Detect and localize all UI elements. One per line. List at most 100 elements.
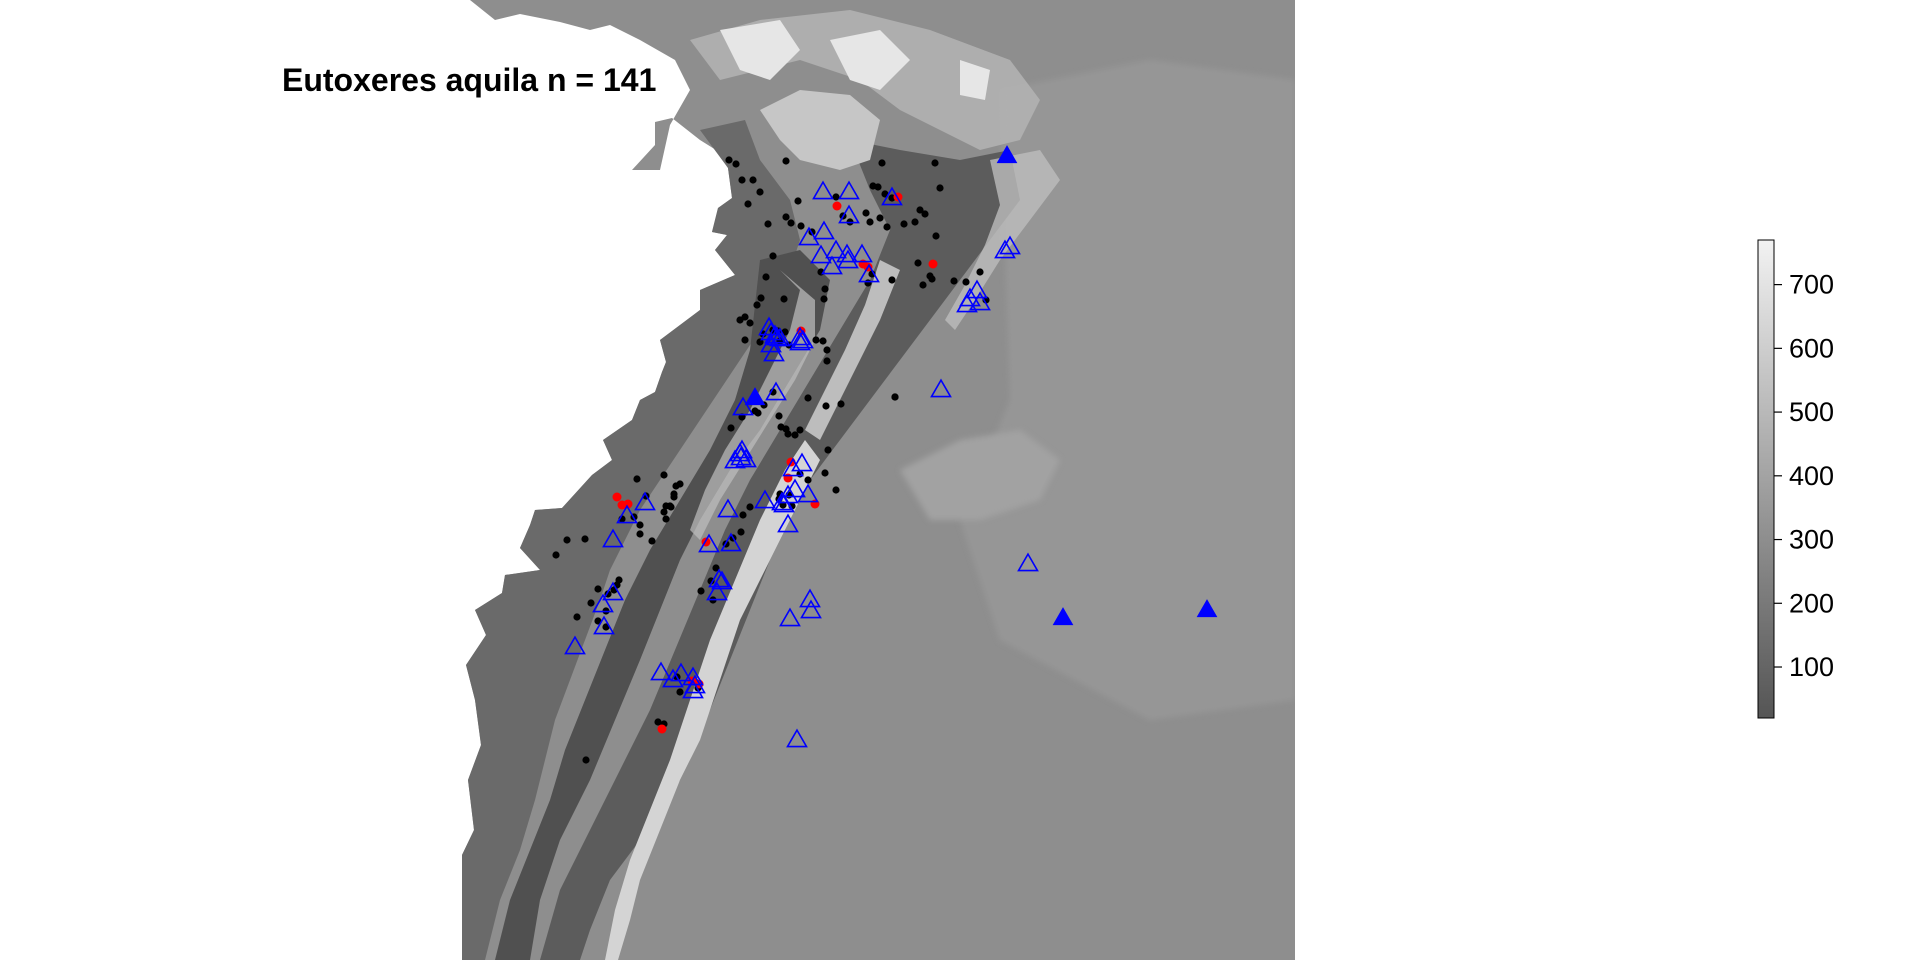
occurrence-point [819, 337, 827, 345]
hollow-triangle [812, 180, 834, 200]
occurrence-point [821, 469, 829, 477]
hollow-triangle [769, 327, 791, 347]
occurrence-point [594, 617, 602, 625]
hollow-triangle [754, 489, 776, 509]
hollow-triangle [791, 452, 813, 472]
hollow-triangle [838, 204, 860, 224]
occurrence-point [900, 220, 908, 228]
hollow-triangle [616, 504, 638, 524]
elevation-raster [462, 0, 1920, 960]
hollow-triangle [662, 668, 684, 688]
occurrence-point [769, 252, 777, 260]
occurrence-point [883, 223, 891, 231]
occurrence-point [780, 295, 788, 303]
hollow-triangle [650, 661, 672, 681]
occurrence-point [914, 259, 922, 267]
hollow-triangle [969, 291, 991, 311]
occurrence-point [633, 475, 641, 483]
occurrence-point [911, 218, 919, 226]
occurrence-point [737, 528, 745, 536]
occurrence-point [784, 430, 792, 438]
occurrence-point [876, 214, 884, 222]
hollow-triangle [836, 243, 858, 263]
occurrence-point [823, 357, 831, 365]
hollow-triangle [706, 581, 728, 601]
hollow-triangle [564, 635, 586, 655]
legend-tick-label: 300 [1789, 525, 1834, 555]
occurrence-point [573, 613, 581, 621]
occurrence-point [736, 316, 744, 324]
occurrence-point [587, 599, 595, 607]
occurrence-point [636, 521, 644, 529]
legend-tick-label: 500 [1789, 397, 1834, 427]
hollow-triangle [682, 679, 704, 699]
hollow-triangle [797, 483, 819, 503]
hollow-triangle [851, 243, 873, 263]
occurrence-point [727, 424, 735, 432]
hollow-triangle [758, 316, 780, 336]
occurrence-point [791, 431, 799, 439]
occurrence-point [926, 272, 934, 280]
occurrence-point [660, 508, 668, 516]
occurrence-point [921, 210, 929, 218]
occurrence-point [670, 493, 678, 501]
hollow-triangle [592, 593, 614, 613]
occurrence-point [874, 183, 882, 191]
red-point [612, 492, 622, 502]
filled-triangle [744, 387, 766, 406]
hollow-triangle [602, 581, 624, 601]
occurrence-point [931, 159, 939, 167]
hollow-triangle [798, 226, 820, 246]
hollow-triangles [564, 180, 1039, 748]
occurrence-point [796, 426, 804, 434]
occurrence-point [976, 268, 984, 276]
hollow-triangle [858, 263, 880, 283]
occurrence-point [697, 587, 705, 595]
eastern-foothill-light [900, 430, 1060, 520]
occurrence-point [919, 281, 927, 289]
occurrence-point [636, 530, 644, 538]
occurrence-point [732, 160, 740, 168]
highland-white-peaks [720, 20, 990, 100]
filled-triangle [1196, 599, 1218, 618]
legend-ticks: 100 200 300 400 500 600 700 [1774, 270, 1834, 682]
occurrence-point [676, 688, 684, 696]
red-point [617, 500, 627, 510]
occurrence-point [746, 503, 754, 511]
hollow-triangle [711, 570, 733, 590]
hollow-triangle [799, 588, 821, 608]
occurrence-point [757, 294, 765, 302]
red-point [832, 201, 842, 211]
occurrence-point [725, 156, 733, 164]
elevation-legend: 100 200 300 400 500 600 700 [1757, 239, 1834, 719]
hollow-triangle [837, 249, 859, 269]
occurrence-point [962, 278, 970, 286]
occurrence-point [707, 577, 715, 585]
hollow-triangle [724, 449, 746, 469]
occurrence-point [764, 220, 772, 228]
occurrence-point [582, 756, 590, 764]
occurrence-point [581, 535, 589, 543]
occurrence-point [864, 279, 872, 287]
occurrence-point [712, 564, 720, 572]
red-point [657, 724, 667, 734]
andes-light-ridge-3 [945, 150, 1060, 330]
legend-tick-label: 200 [1789, 588, 1834, 618]
hollow-triangle [720, 532, 742, 552]
occurrence-point [563, 536, 571, 544]
occurrence-point [821, 285, 829, 293]
occurrence-point [738, 176, 746, 184]
hollow-triangle [764, 324, 786, 344]
occurrence-point [832, 193, 840, 201]
occurrence-point [823, 346, 831, 354]
occurrence-point [775, 412, 783, 420]
occurrence-point [744, 200, 752, 208]
occurrence-point [787, 219, 795, 227]
hollow-triangle [777, 484, 799, 504]
occurrence-point [667, 503, 675, 511]
hollow-triangle [1017, 552, 1039, 572]
plot-title: Eutoxeres aquila n = 141 [282, 62, 656, 98]
hollow-triangle [765, 381, 787, 401]
hollow-triangle [593, 615, 615, 635]
